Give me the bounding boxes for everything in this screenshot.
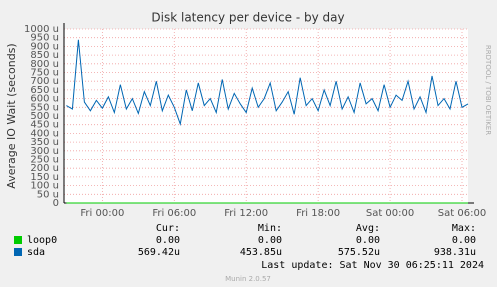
- side-label: RRDTOOL / TOBI OETIKER: [484, 45, 492, 135]
- y-tick-label: 550 u: [30, 102, 59, 113]
- y-tick-label: 850 u: [30, 50, 59, 61]
- y-tick-label: 300 u: [30, 146, 59, 157]
- x-tick-label: Fri 06:00: [152, 208, 196, 219]
- legend-swatch: [14, 236, 22, 244]
- y-tick-label: 700 u: [30, 76, 59, 87]
- x-tick-label: Fri 18:00: [296, 208, 340, 219]
- stat-value: 0.00: [356, 235, 380, 246]
- y-tick-label: 750 u: [30, 68, 59, 79]
- last-update: Last update: Sat Nov 30 06:25:11 2024: [261, 260, 484, 271]
- stat-header: Max:: [452, 223, 476, 234]
- y-tick-label: 650 u: [30, 85, 59, 96]
- series-line: [66, 39, 469, 126]
- stat-header: Cur:: [156, 223, 180, 234]
- stat-value: 575.52u: [338, 247, 380, 258]
- y-tick-label: 250 u: [30, 155, 59, 166]
- x-tick-label: Fri 12:00: [224, 208, 268, 219]
- stat-value: 0.00: [258, 235, 282, 246]
- y-tick-label: 950 u: [30, 33, 59, 44]
- stat-value: 0.00: [156, 235, 180, 246]
- footer: Munin 2.0.57: [225, 275, 271, 283]
- legend-label: loop0: [27, 235, 57, 246]
- legend-label: sda: [27, 247, 45, 258]
- y-tick-label: 100 u: [30, 181, 59, 192]
- y-axis-label: Average IO Wait (seconds): [5, 43, 18, 188]
- y-tick-label: 500 u: [30, 111, 59, 122]
- y-tick-label: 50 u: [37, 189, 59, 200]
- y-tick-label: 350 u: [30, 137, 59, 148]
- chart-title: Disk latency per device - by day: [151, 11, 344, 25]
- stat-value: 0.00: [452, 235, 476, 246]
- y-tick-label: 900 u: [30, 41, 59, 52]
- stat-value: 453.85u: [240, 247, 282, 258]
- legend-swatch: [14, 248, 22, 256]
- stat-value: 569.42u: [138, 247, 180, 258]
- y-tick-label: 600 u: [30, 94, 59, 105]
- y-tick-label: 450 u: [30, 120, 59, 131]
- x-tick-label: Sat 06:00: [438, 208, 486, 219]
- stat-value: 938.31u: [434, 247, 476, 258]
- stat-header: Avg:: [356, 223, 380, 234]
- x-tick-label: Sat 00:00: [366, 208, 414, 219]
- y-tick-label: 1000 u: [24, 24, 59, 35]
- x-tick-label: Fri 00:00: [80, 208, 124, 219]
- y-tick-label: 0: [53, 198, 59, 209]
- y-tick-label: 400 u: [30, 128, 59, 139]
- y-tick-label: 150 u: [30, 172, 59, 183]
- stat-header: Min:: [258, 223, 282, 234]
- y-tick-label: 800 u: [30, 59, 59, 70]
- y-tick-label: 200 u: [30, 163, 59, 174]
